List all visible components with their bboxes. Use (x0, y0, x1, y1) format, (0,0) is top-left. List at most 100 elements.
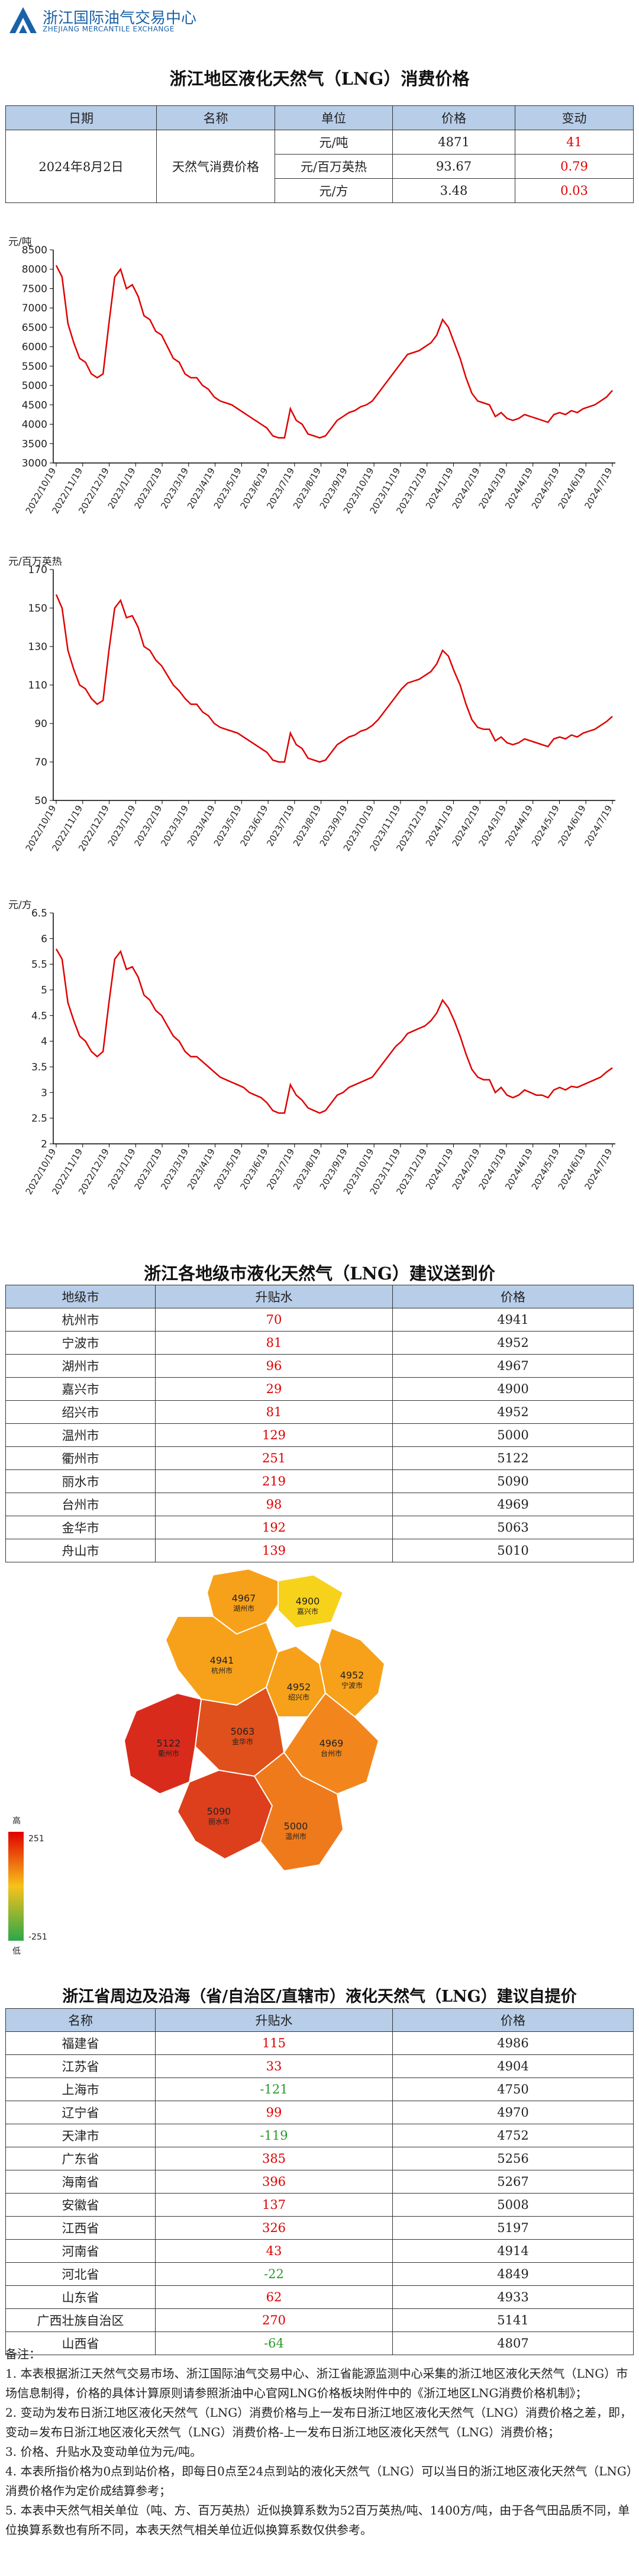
note-item: 3. 价格、升贴水及变动单位为元/吨。 (5, 2445, 202, 2459)
price-cell: 4750 (392, 2077, 634, 2101)
diff-cell: 43 (155, 2239, 393, 2263)
col-change: 变动 (515, 105, 634, 130)
table-row: 河南省 43 4914 (5, 2239, 634, 2263)
diff-cell: 251 (155, 1446, 393, 1470)
price-cell: 4967 (392, 1354, 634, 1378)
table-row: 温州市 129 5000 (5, 1423, 634, 1447)
legend-max-value: 251 (28, 1834, 44, 1844)
price-cell: 4952 (392, 1400, 634, 1424)
city-name-cell: 嘉兴市 (5, 1377, 156, 1401)
price-cell: 5267 (392, 2170, 634, 2194)
price-cell: 4986 (392, 2031, 634, 2055)
prov-name-cell: 辽宁省 (5, 2101, 156, 2124)
y-tick-label: 3.5 (31, 1062, 47, 1073)
y-tick-label: 7000 (22, 303, 47, 314)
y-tick-label: 5500 (22, 361, 47, 372)
city-name-cell: 丽水市 (5, 1469, 156, 1493)
table-row: 江西省 326 5197 (5, 2216, 634, 2240)
y-tick-label: 4500 (22, 400, 47, 411)
map-region-name: 杭州市 (211, 1666, 233, 1675)
y-tick-label: 3000 (22, 458, 47, 469)
price-cell: 4904 (392, 2054, 634, 2078)
price-cell: 93.67 (392, 154, 515, 179)
notes-title: 备注： (5, 2347, 41, 2361)
y-tick-label: 4 (41, 1036, 47, 1048)
diff-cell: 81 (155, 1400, 393, 1424)
table-row: 河北省 -22 4849 (5, 2262, 634, 2286)
price-cell: 4752 (392, 2124, 634, 2147)
y-tick-label: 4.5 (31, 1010, 47, 1022)
diff-cell: 129 (155, 1423, 393, 1447)
prov-name-cell: 福建省 (5, 2031, 156, 2055)
price-cell: 5141 (392, 2308, 634, 2332)
price-cell: 5000 (392, 1423, 634, 1447)
y-tick-label: 8000 (22, 264, 47, 276)
table-row: 元/方 3.48 0.03 (6, 178, 634, 203)
price-cell: 5090 (392, 1469, 634, 1493)
col-prov-diff: 升贴水 (155, 2008, 393, 2032)
col-city: 地级市 (5, 1285, 156, 1308)
city-section-title: 浙江各地级市液化天然气（LNG）建议送到价 (144, 1263, 495, 1284)
price-cell: 5256 (392, 2147, 634, 2170)
header: 浙江国际油气交易中心 ZHEJIANG MERCANTILE EXCHANGE (0, 0, 639, 47)
y-tick-label: 170 (28, 564, 47, 576)
prov-name-cell: 河北省 (5, 2262, 156, 2286)
table-row: 广东省 385 5256 (5, 2147, 634, 2170)
price-cell: 5010 (392, 1539, 634, 1562)
y-tick-label: 5 (41, 985, 47, 996)
prov-name-cell: 安徽省 (5, 2193, 156, 2217)
change-cell: 41 (515, 130, 634, 155)
legend-min-value: -251 (28, 1932, 47, 1942)
price-cell: 5008 (392, 2193, 634, 2217)
map-region-name: 衢州市 (158, 1749, 179, 1758)
chart-price-per-ton: 元/吨 3000 3500 4000 4500 5000 5500 6000 6500 7000 7… (0, 237, 639, 557)
city-name-cell: 金华市 (5, 1516, 156, 1539)
price-cell: 4952 (392, 1331, 634, 1355)
col-name: 名称 (156, 105, 275, 130)
y-tick-label: 130 (28, 641, 47, 653)
price-table: 日期 名称 单位 价格 变动 2024年8月2日 天然气消费价格 元/吨 487… (5, 105, 634, 203)
org-name-cn: 浙江国际油气交易中心 (43, 9, 197, 27)
table-row: 2024年8月2日 天然气消费价格 元/吨 4871 41 (5, 130, 634, 203)
city-name-cell: 台州市 (5, 1493, 156, 1516)
table-row: 天津市 -119 4752 (5, 2124, 634, 2147)
col-date: 日期 (5, 105, 157, 130)
price-cell: 4871 (392, 130, 515, 155)
note-item: 2. 变动为发布日浙江地区液化天然气（LNG）消费价格与上一发布日浙江地区液化天… (5, 2405, 632, 2439)
unit-cell: 元/百万英热 (275, 154, 393, 179)
city-name-cell: 温州市 (5, 1423, 156, 1447)
diff-cell: 326 (155, 2216, 393, 2240)
table-row: 台州市 98 4969 (5, 1493, 634, 1516)
price-series-line (55, 948, 613, 1114)
x-tick-label: 2024/7/19 (582, 466, 614, 511)
diff-cell: 98 (155, 1493, 393, 1516)
y-tick-label: 150 (28, 603, 47, 615)
diff-cell: -64 (155, 2331, 393, 2355)
price-cell: 4970 (392, 2101, 634, 2124)
zhejiang-map: 4967 湖州市 4900 嘉兴市 4941 杭州市 4952 绍兴市 4952 宁波市 5063 金… (0, 1551, 639, 1977)
city-name-cell: 衢州市 (5, 1446, 156, 1470)
chart-unit-label: 元/百万英热 (8, 557, 62, 568)
chart-price-per-mmbtu: 元/百万英热 50 70 90 110 130 150 170 2022/10/19 2022/1… (0, 557, 639, 888)
prov-name-cell: 天津市 (5, 2124, 156, 2147)
unit-cell: 元/方 (275, 178, 393, 203)
table-row: 福建省 115 4986 (5, 2031, 634, 2055)
price-cell: 4933 (392, 2285, 634, 2309)
table-row: 金华市 192 5063 (5, 1516, 634, 1539)
map-region-price: 5090 (207, 1806, 231, 1817)
province-price-table: 名称 升贴水 价格 福建省 115 4986 江苏省 33 4904 上海市 -121 4750… (5, 2008, 634, 2355)
chart-price-per-cubic-meter: 元/方 2 2.5 3 3.5 4 4.5 5 5.5 6 6.5 2022/10/19 2022/11… (0, 900, 639, 1231)
map-region (253, 1751, 344, 1872)
prov-name-cell: 海南省 (5, 2170, 156, 2194)
map-region-name: 嘉兴市 (297, 1607, 318, 1616)
x-tick-label: 2024/7/19 (582, 1147, 614, 1192)
map-region-price: 4941 (210, 1655, 234, 1666)
prov-name-cell: 江苏省 (5, 2054, 156, 2078)
city-name-cell: 杭州市 (5, 1308, 156, 1332)
y-tick-label: 110 (28, 680, 47, 692)
diff-cell: 385 (155, 2147, 393, 2170)
diff-cell: 96 (155, 1354, 393, 1378)
price-section-title: 浙江地区液化天然气（LNG）消费价格 (169, 69, 470, 89)
diff-cell: 396 (155, 2170, 393, 2194)
diff-cell: -121 (155, 2077, 393, 2101)
